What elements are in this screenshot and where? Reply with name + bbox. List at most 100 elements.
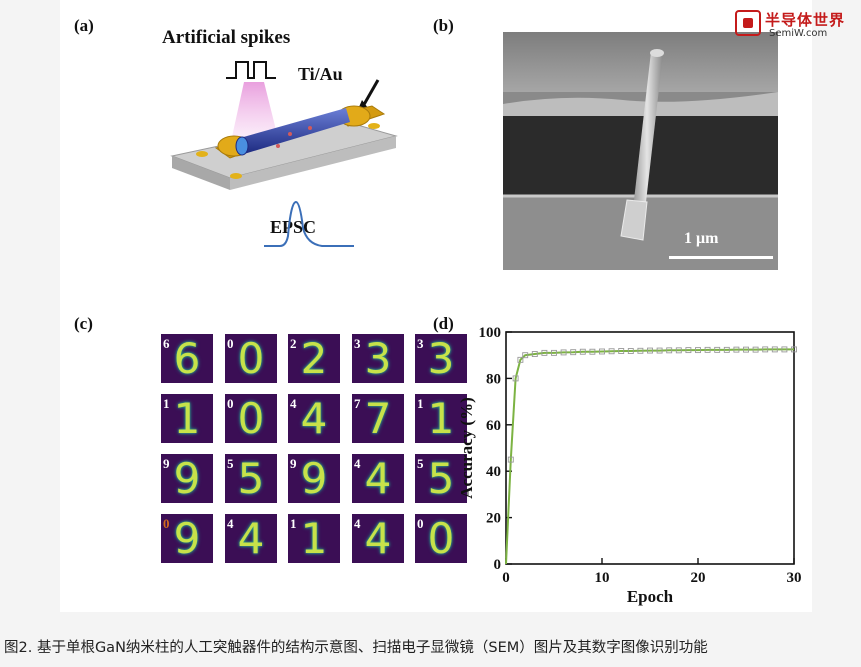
digit-glyph: 0 <box>237 334 265 383</box>
chip-logo-icon <box>735 10 761 36</box>
digit-glyph: 1 <box>173 394 201 443</box>
digit-label: 4 <box>354 456 361 471</box>
accuracy-point <box>531 351 538 357</box>
panel-d-label: (d) <box>433 314 454 333</box>
digit-glyph: 6 <box>173 334 201 383</box>
digit-label: 6 <box>163 336 170 351</box>
accuracy-point <box>656 347 663 354</box>
digit-glyph: 5 <box>427 454 455 503</box>
accuracy-point <box>666 347 673 354</box>
y-tick-label: 20 <box>486 511 501 527</box>
accuracy-point <box>599 348 605 355</box>
accuracy-point <box>522 352 529 359</box>
accuracy-point <box>507 456 514 463</box>
digit-glyph: 9 <box>300 454 328 503</box>
digit-glyph: 7 <box>364 394 392 443</box>
x-tick-label: 10 <box>595 570 610 586</box>
digit-label: 0 <box>227 396 234 411</box>
digit-label: 5 <box>227 456 234 471</box>
digit-glyph: 4 <box>300 394 328 443</box>
digit-glyph: 2 <box>300 334 328 383</box>
digit-glyph: 3 <box>364 334 392 383</box>
accuracy-point <box>752 346 759 353</box>
digit-label: 1 <box>163 396 170 411</box>
y-axis-label: Accuracy (%) <box>457 397 476 499</box>
accuracy-point <box>570 349 577 356</box>
plot-frame <box>505 331 795 565</box>
x-tick-label: 20 <box>691 570 706 586</box>
accuracy-point <box>675 347 682 354</box>
accuracy-point <box>723 346 730 353</box>
digit-label: 2 <box>290 336 297 351</box>
accuracy-point <box>512 375 519 382</box>
digit-label: 9 <box>163 456 170 471</box>
accuracy-point <box>551 349 557 356</box>
digit-glyph: 9 <box>173 514 201 563</box>
digit-label: 3 <box>354 336 361 351</box>
digit-glyph: 1 <box>427 394 455 443</box>
accuracy-point <box>627 348 634 354</box>
accuracy-point <box>771 346 778 353</box>
digit-label: 3 <box>417 336 424 351</box>
accuracy-point <box>685 347 692 354</box>
digit-label: 4 <box>227 516 234 531</box>
device-schematic <box>170 61 398 247</box>
y-tick-label: 80 <box>486 371 501 387</box>
digit-label: 9 <box>290 456 297 471</box>
accuracy-point <box>743 346 749 353</box>
x-tick-label: 0 <box>502 570 510 586</box>
accuracy-point <box>733 346 740 353</box>
watermark-url: SemiW.com <box>769 28 828 39</box>
accuracy-point <box>560 349 567 356</box>
accuracy-point <box>781 346 788 353</box>
y-tick-label: 40 <box>486 464 501 480</box>
accuracy-series-line <box>505 348 794 565</box>
accuracy-point <box>704 346 711 353</box>
digit-label: 1 <box>417 396 424 411</box>
digit-glyph: 1 <box>300 514 328 563</box>
y-tick-label: 60 <box>486 418 501 434</box>
sem-image <box>503 32 778 270</box>
digit-label: 1 <box>290 516 297 531</box>
digit-glyph: 4 <box>364 514 392 563</box>
digit-label: 5 <box>417 456 424 471</box>
accuracy-point <box>618 348 625 354</box>
digit-label: 0 <box>227 336 234 351</box>
y-tick-label: 0 <box>494 557 502 573</box>
y-tick-label: 100 <box>479 325 502 341</box>
panel-b-label: (b) <box>433 16 454 35</box>
artificial-spikes-label: Artificial spikes <box>162 27 291 48</box>
digit-glyph: 3 <box>427 334 455 383</box>
watermark-name: 半导体世界 <box>765 11 846 29</box>
digit-glyph: 0 <box>237 394 265 443</box>
x-tick-label: 30 <box>787 570 802 586</box>
figure: (a) Artificial spikes Ti/Au EPSC <box>60 0 812 612</box>
x-axis-label: Epoch <box>627 587 674 606</box>
accuracy-point <box>647 347 653 354</box>
accuracy-point <box>714 346 721 353</box>
panel-c-label: (c) <box>74 314 93 333</box>
digit-label: 0 <box>163 516 170 531</box>
scale-bar-label: 1 μm <box>684 230 719 247</box>
digit-label: 4 <box>290 396 297 411</box>
accuracy-point <box>791 346 797 353</box>
digit-glyph: 4 <box>237 514 265 563</box>
accuracy-point <box>637 347 644 354</box>
ti-au-label: Ti/Au <box>298 64 343 84</box>
